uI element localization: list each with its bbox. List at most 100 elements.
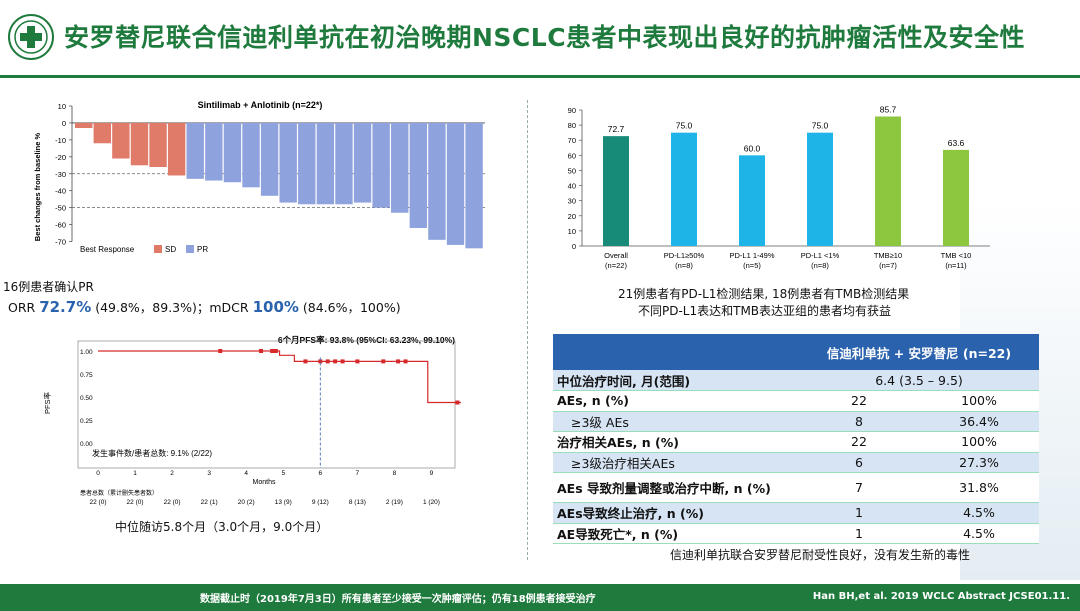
km-frame [77,340,456,469]
risk-count: 22 (1) [201,499,218,506]
ae-table-row: 中位治疗时间, 月(范围) 6.4 (3.5 – 9.5) [553,370,1039,391]
waterfall-bar-pr [335,122,353,205]
subgroup-value-label: 60.0 [744,143,761,153]
risk-count: 2 (19) [386,499,403,506]
risk-count: 13 (9) [275,499,292,506]
ae-row-label: ≥3级 AEs [553,411,799,432]
orr-summary: ORR 72.7% (49.8%，89.3%)；mDCR 100% (84.6%… [8,297,401,316]
ae-row-label: 治疗相关AEs, n (%) [553,431,799,453]
risk-count: 9 (12) [312,499,329,506]
legend-pr-label: PR [197,245,208,254]
waterfall-bar-pr [279,122,297,203]
subgroup-ytick: 70 [568,136,576,145]
subgroup-value-label: 75.0 [812,121,829,131]
subgroup-category-label: TMB≥10 [874,251,902,260]
km-censor-mark [396,359,401,364]
waterfall-bar-sd [112,122,130,159]
waterfall-bar-pr [446,122,465,245]
subgroup-category-label: (n=5) [743,261,761,270]
waterfall-ylabel: Best changes from baseline % [33,132,42,241]
waterfall-title: Sintilimab + Anlotinib (n=22*) [198,100,323,110]
ae-row-percent: 100% [919,390,1039,412]
waterfall-bar-pr [298,122,316,205]
km-censor-mark [259,349,264,353]
waterfall-bar-pr [372,122,390,208]
km-censor-mark [270,349,275,353]
km-censor-mark [333,359,338,364]
km-xtick: 0 [96,470,100,477]
subgroup-category-label: TMB <10 [941,251,972,260]
km-xlabel: Months [253,479,276,486]
subgroup-ytick: 80 [568,121,576,130]
footer-bar: 数据截止时（2019年7月3日）所有患者至少接受一次肿瘤评估；仍有18例患者接受… [0,584,1080,611]
risk-count: 22 (0) [164,499,181,506]
ae-table-row: ≥3级 AEs 8 36.4% [553,411,1039,432]
waterfall-ytick: -30 [55,170,66,179]
ae-note: 信迪利单抗联合安罗替尼耐受性良好，没有发生新的毒性 [670,548,971,562]
waterfall-bar-pr [353,122,372,203]
ae-row-label: AEs, n (%) [553,390,799,412]
risk-count: 22 (0) [127,499,144,506]
subgroup-category-label: PD-L1 1-49% [729,251,774,260]
waterfall-bar-pr [186,122,204,179]
ae-row-label: 中位治疗时间, 月(范围) [553,370,799,391]
km-xtick: 6 [319,470,323,477]
ae-table-header: 信迪利单抗 + 安罗替尼 (n=22) [799,334,1039,370]
waterfall-ytick: -60 [55,221,66,230]
subgroup-ytick: 50 [568,166,576,175]
km-ylabel: PFS率 [42,391,52,414]
dcr-ci: (84.6%，100%) [298,300,401,315]
ae-table-row: AEs导致终止治疗, n (%) 1 4.5% [553,502,1039,524]
subgroup-category-label: (n=22) [605,261,627,270]
dcr-value: 100% [252,298,299,316]
subgroup-bar [739,155,765,246]
orr-subgroup-chart: 0 10 20 30 40 50 60 70 80 90 72.7 Overall(n=22) 75.… [568,104,990,270]
waterfall-bar-sd [130,122,149,166]
waterfall-chart: Sintilimab + Anlotinib (n=22*) Best chan… [33,100,485,254]
legend-pr-swatch [186,245,194,253]
legend-sd-swatch [154,245,162,253]
waterfall-bar-sd [149,122,167,167]
km-censor-mark [455,400,460,405]
km-events-text: 发生事件数/患者总数: 9.1% (2/22) [92,448,212,458]
subgroup-value-label: 85.7 [880,104,897,114]
subgroup-ytick: 20 [568,212,576,221]
subgroup-category-label: Overall [604,251,628,260]
km-censor-mark [403,359,408,364]
km-censor-mark [318,359,323,364]
risk-count: 22 (0) [90,499,107,506]
risk-count: 1 (20) [423,499,440,506]
subgroup-value-label: 72.7 [608,124,625,134]
risk-header: 患者总数（累计删失患者数） [80,489,158,497]
km-xtick: 3 [207,470,211,477]
ae-row-percent: 4.5% [919,502,1039,524]
subgroup-value-label: 63.6 [948,138,965,148]
subgroup-bar [807,132,833,246]
ae-row-label: AEs 导致剂量调整或治疗中断, n (%) [553,472,799,503]
waterfall-bar-pr [242,122,260,188]
ae-row-label: AEs导致终止治疗, n (%) [553,502,799,524]
ae-row-percent: 100% [919,431,1039,453]
km-ytick: 0.00 [80,441,93,448]
subgroup-bar [671,132,697,246]
ae-table-row: 治疗相关AEs, n (%) 22 100% [553,431,1039,453]
waterfall-ytick: -20 [55,153,66,162]
ae-table: 信迪利单抗 + 安罗替尼 (n=22) 中位治疗时间, 月(范围) 6.4 (3.… [553,334,1039,544]
subgroup-ytick: 90 [568,106,576,115]
ae-row-count: 22 [799,390,919,412]
km-survival-line [98,350,462,404]
ae-table-row: ≥3级治疗相关AEs 6 27.3% [553,452,1039,473]
ae-table-row: AE导致死亡*, n (%) 1 4.5% [553,523,1039,544]
ae-row-count: 7 [799,472,919,503]
ae-row-percent: 31.8% [919,472,1039,503]
km-censor-mark [273,349,278,353]
ae-row-percent: 27.3% [919,452,1039,473]
subgroup-category-label: (n=11) [945,261,967,270]
orr-value: 72.7% [39,298,92,316]
ae-row-label: ≥3级治疗相关AEs [553,452,799,473]
km-xtick: 4 [244,470,248,477]
km-ytick: 0.50 [80,395,93,402]
subgroup-category-label: (n=8) [675,261,693,270]
subgroup-value-label: 75.0 [676,121,693,131]
ae-row-percent: 4.5% [919,523,1039,544]
